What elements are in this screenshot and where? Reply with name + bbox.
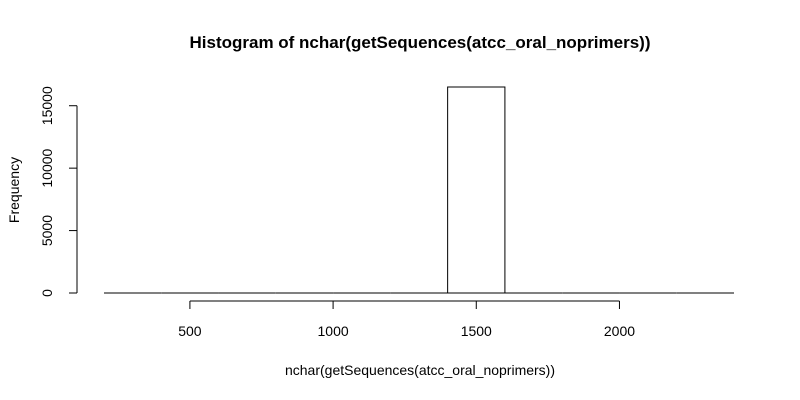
x-tick-label: 1000 xyxy=(318,323,349,339)
x-tick-label: 1500 xyxy=(461,323,492,339)
histogram-bars xyxy=(104,86,734,294)
x-tick-label: 2000 xyxy=(604,323,635,339)
y-tick-label: 5000 xyxy=(39,215,55,246)
y-axis-label: Frequency xyxy=(6,157,22,223)
y-tick-label: 0 xyxy=(39,289,55,297)
chart-title: Histogram of nchar(getSequences(atcc_ora… xyxy=(189,33,650,52)
x-tick-label: 500 xyxy=(178,323,202,339)
y-tick-label: 15000 xyxy=(39,86,55,125)
x-axis: 500 1000 1500 2000 xyxy=(178,300,635,339)
histogram-bar xyxy=(447,86,506,294)
x-axis-label: nchar(getSequences(atcc_oral_noprimers)) xyxy=(285,362,555,378)
y-axis: 0 5000 10000 15000 xyxy=(39,86,78,297)
y-tick-label: 10000 xyxy=(39,148,55,187)
